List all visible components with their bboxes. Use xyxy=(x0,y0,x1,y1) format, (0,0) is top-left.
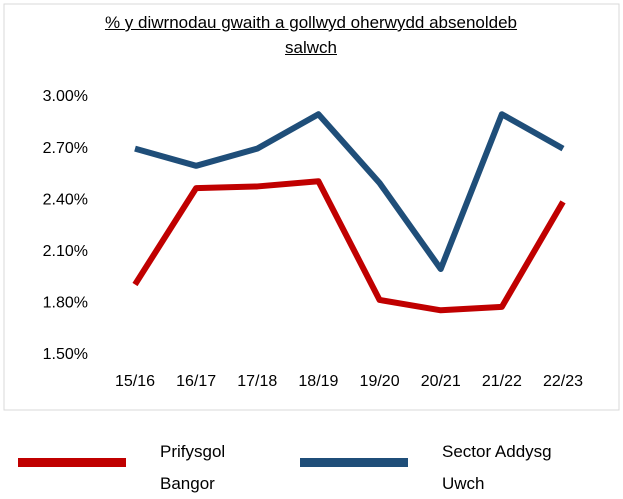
legend-label: Sector Addysg Uwch xyxy=(442,442,552,493)
x-tick-label: 15/16 xyxy=(115,373,155,390)
line xyxy=(134,111,565,272)
x-tick-label: 16/17 xyxy=(176,373,216,390)
legend-label: Prifysgol Bangor xyxy=(160,442,226,493)
x-tick-label: 21/22 xyxy=(482,373,522,390)
x-tick-label: 17/18 xyxy=(237,373,277,390)
line xyxy=(132,178,566,314)
y-tick-label: 2.40% xyxy=(43,191,88,208)
x-tick-label: 19/20 xyxy=(360,373,400,390)
legend-swatch xyxy=(18,458,126,467)
legend-swatch xyxy=(300,458,408,467)
x-tick-label: 18/19 xyxy=(298,373,338,390)
y-tick-label: 1.50% xyxy=(43,346,88,363)
x-tick-label: 20/21 xyxy=(421,373,461,390)
y-tick-label: 2.70% xyxy=(43,140,88,157)
chart-title: % y diwrnodau gwaith a gollwyd oherwydd … xyxy=(104,13,518,57)
y-tick-label: 2.10% xyxy=(43,243,88,260)
x-tick-label: 22/23 xyxy=(543,373,583,390)
y-tick-label: 1.80% xyxy=(43,295,88,312)
y-tick-label: 3.00% xyxy=(43,88,88,105)
chart-border xyxy=(3,3,620,411)
